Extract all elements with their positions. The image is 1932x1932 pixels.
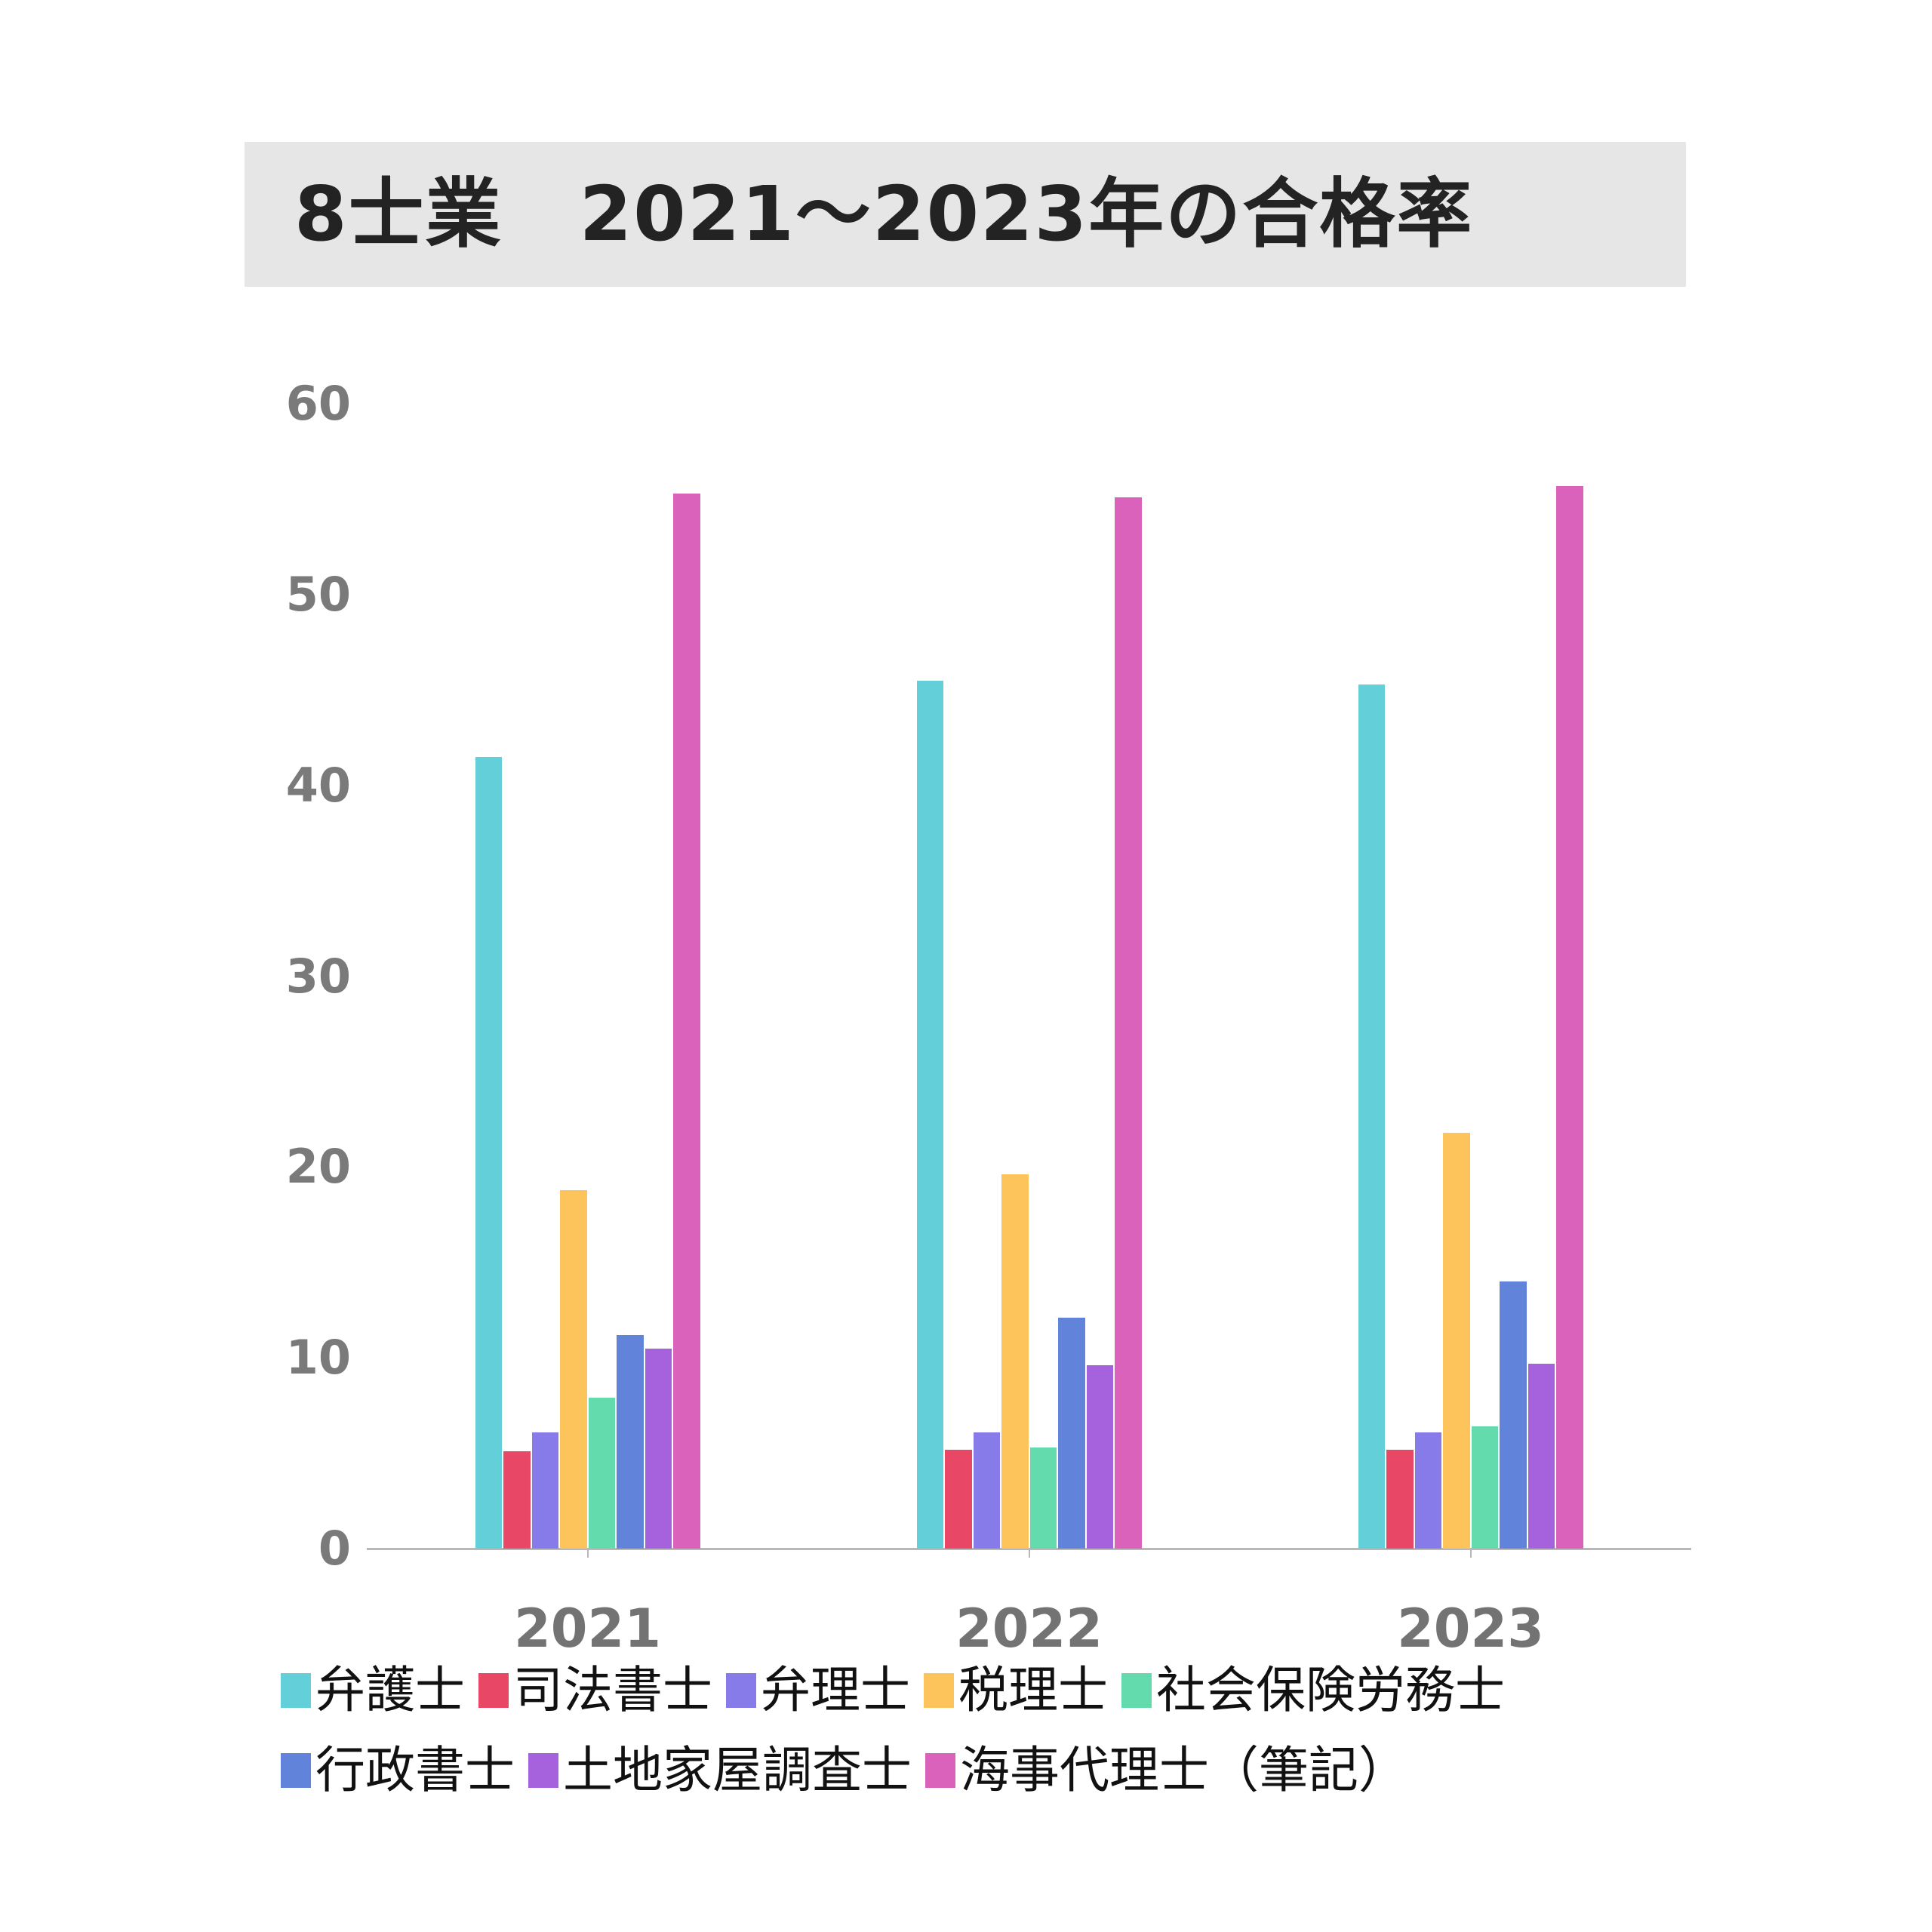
bar-2021-6 bbox=[645, 1348, 672, 1549]
legend-row-2: 行政書士 土地家屋調査士 海事代理士（筆記） bbox=[281, 1733, 1715, 1808]
legend-swatch-icon bbox=[925, 1753, 955, 1788]
y-axis-tick-label: 40 bbox=[285, 757, 351, 813]
y-axis-tick-label: 50 bbox=[285, 566, 351, 622]
legend-swatch-icon bbox=[924, 1673, 954, 1708]
y-axis-tick-label: 10 bbox=[285, 1330, 351, 1386]
legend-label: 行政書士 bbox=[315, 1741, 515, 1799]
x-axis-label-2022: 2022 bbox=[955, 1598, 1103, 1660]
bar-2021-4 bbox=[588, 1398, 615, 1549]
legend-label: 弁護士 bbox=[315, 1661, 465, 1719]
legend-swatch-icon bbox=[726, 1673, 756, 1708]
bar-2023-2 bbox=[1414, 1432, 1441, 1549]
bar-2023-1 bbox=[1386, 1449, 1414, 1549]
bar-2021-1 bbox=[503, 1451, 531, 1549]
bar-2022-4 bbox=[1029, 1447, 1057, 1549]
bar-2023-7 bbox=[1556, 485, 1583, 1549]
chart-title-box: 8士業 2021～2023年の合格率 bbox=[245, 142, 1686, 287]
legend-item-kaijidairishi: 海事代理士（筆記） bbox=[925, 1733, 1408, 1808]
chart-title: 8士業 2021～2023年の合格率 bbox=[294, 170, 1474, 258]
bar-2023-0 bbox=[1358, 684, 1385, 1549]
bar-2022-0 bbox=[916, 680, 943, 1549]
legend-row-1: 弁護士 司法書士 弁理士 税理士 社会保険労務士 bbox=[281, 1653, 1715, 1728]
x-axis-tick bbox=[1028, 1549, 1030, 1558]
bar-2023-3 bbox=[1443, 1132, 1470, 1549]
bar-2021-2 bbox=[531, 1432, 558, 1549]
legend-item-shihoshoshi: 司法書士 bbox=[478, 1653, 712, 1728]
legend-item-gyoseishoshi: 行政書士 bbox=[281, 1733, 515, 1808]
legend-label: 社会保険労務士 bbox=[1156, 1661, 1505, 1719]
legend-label: 海事代理士（筆記） bbox=[960, 1741, 1408, 1799]
legend-swatch-icon bbox=[281, 1753, 311, 1788]
legend-item-tochikaoku: 土地家屋調査士 bbox=[528, 1733, 912, 1808]
bar-2023-6 bbox=[1527, 1363, 1555, 1549]
legend-swatch-icon bbox=[281, 1673, 311, 1708]
y-axis-tick-label: 20 bbox=[285, 1139, 351, 1195]
bar-2021-3 bbox=[560, 1189, 587, 1549]
x-axis-label-2021: 2021 bbox=[514, 1598, 661, 1660]
bar-2022-7 bbox=[1115, 497, 1142, 1549]
bar-2023-4 bbox=[1471, 1426, 1498, 1549]
legend-item-bengoshi: 弁護士 bbox=[281, 1653, 465, 1728]
y-axis-tick-label: 0 bbox=[318, 1521, 351, 1576]
legend-item-sharoshi: 社会保険労務士 bbox=[1121, 1653, 1505, 1728]
bar-2022-3 bbox=[1001, 1174, 1029, 1549]
x-axis-tick bbox=[1469, 1549, 1472, 1558]
legend-swatch-icon bbox=[528, 1753, 558, 1788]
legend-label: 税理士 bbox=[958, 1661, 1108, 1719]
bar-2022-2 bbox=[973, 1432, 1000, 1549]
legend: 弁護士 司法書士 弁理士 税理士 社会保険労務士 行政書士 bbox=[281, 1653, 1715, 1813]
legend-label: 司法書士 bbox=[513, 1661, 712, 1719]
bar-2022-6 bbox=[1086, 1365, 1113, 1549]
bar-2022-1 bbox=[945, 1449, 972, 1549]
legend-label: 土地家屋調査士 bbox=[563, 1741, 912, 1799]
bar-2021-0 bbox=[475, 756, 502, 1549]
x-axis-label-2023: 2023 bbox=[1397, 1598, 1544, 1660]
bar-2023-5 bbox=[1500, 1281, 1527, 1549]
legend-swatch-icon bbox=[1121, 1673, 1152, 1708]
bar-2021-7 bbox=[673, 493, 700, 1549]
y-axis-tick-label: 30 bbox=[285, 948, 351, 1004]
legend-item-zeirishi: 税理士 bbox=[924, 1653, 1108, 1728]
y-axis-tick-label: 60 bbox=[285, 376, 351, 431]
bar-2021-5 bbox=[617, 1334, 644, 1549]
bar-2022-5 bbox=[1058, 1318, 1085, 1549]
legend-item-benrishi: 弁理士 bbox=[726, 1653, 910, 1728]
x-axis-tick bbox=[586, 1549, 589, 1558]
legend-swatch-icon bbox=[478, 1673, 509, 1708]
legend-label: 弁理士 bbox=[761, 1661, 910, 1719]
